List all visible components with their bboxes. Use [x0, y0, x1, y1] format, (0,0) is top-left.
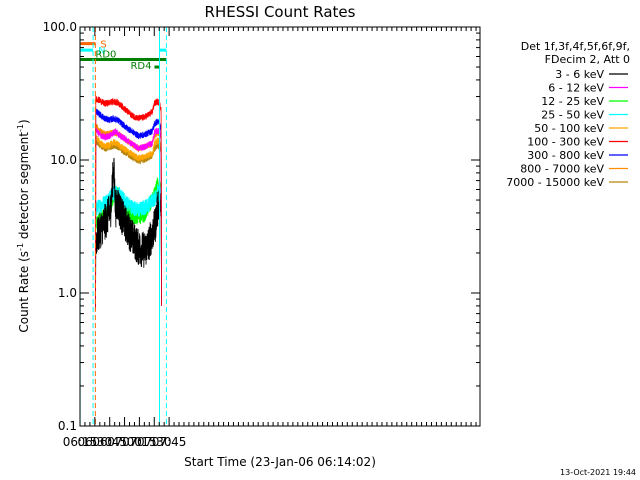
status-bar-label: S: [100, 40, 106, 51]
series-line: [95, 127, 162, 310]
x-tick-label: 06:15: [63, 435, 98, 449]
series-line: [95, 184, 162, 310]
chart-title: RHESSI Count Rates: [205, 3, 356, 21]
status-bar-label: RD4: [130, 61, 151, 72]
x-tick-label: 07:15: [122, 435, 157, 449]
legend-item-label: 12 - 25 keV: [541, 95, 604, 108]
footer-timestamp: 13-Oct-2021 19:44: [560, 468, 636, 477]
x-tick-label: 06:30: [78, 435, 113, 449]
legend-item-label: 6 - 12 keV: [548, 82, 604, 95]
plot-frame: [79, 26, 481, 427]
y-tick-label: 0.1: [58, 419, 77, 433]
legend-item-label: 100 - 300 keV: [527, 136, 604, 149]
series-line: [95, 95, 162, 310]
x-tick-label: 07:30: [137, 435, 172, 449]
x-tick-label: 07:00: [107, 435, 142, 449]
legend-header-line-2: FDecim 2, Att 0: [545, 53, 630, 66]
status-bar-label: RD0: [95, 49, 116, 60]
series-line: [95, 134, 162, 310]
x-tick-label: 07:45: [152, 435, 187, 449]
y-tick-label: 10.0: [50, 153, 77, 167]
legend: Det 1f,3f,4f,5f,6f,9f, FDecim 2, Att 0 3…: [506, 40, 630, 189]
series-line: [95, 157, 162, 310]
legend-item-label: 7000 - 15000 keV: [506, 176, 604, 189]
legend-item-label: 25 - 50 keV: [541, 109, 604, 122]
y-axis-ticks: 0.1 1.0 10.0 100.0: [43, 20, 480, 433]
legend-item-label: 300 - 800 keV: [527, 149, 604, 162]
legend-item-label: 50 - 100 keV: [534, 122, 604, 135]
y-tick-label: 1.0: [58, 286, 77, 300]
x-axis-label: Start Time (23-Jan-06 06:14:02): [184, 455, 376, 469]
series-lines: [95, 95, 162, 310]
y-axis-label: Count Rate (s-1 detector segment-1): [16, 119, 31, 332]
x-tick-label: 06:45: [92, 435, 127, 449]
legend-item-label: 3 - 6 keV: [555, 68, 604, 81]
legend-header-line-1: Det 1f,3f,4f,5f,6f,9f,: [521, 40, 630, 53]
y-tick-label: 100.0: [43, 20, 77, 34]
series-line: [95, 108, 162, 310]
legend-item-label: 800 - 7000 keV: [520, 163, 604, 176]
status-bar-label: N: [98, 46, 105, 57]
